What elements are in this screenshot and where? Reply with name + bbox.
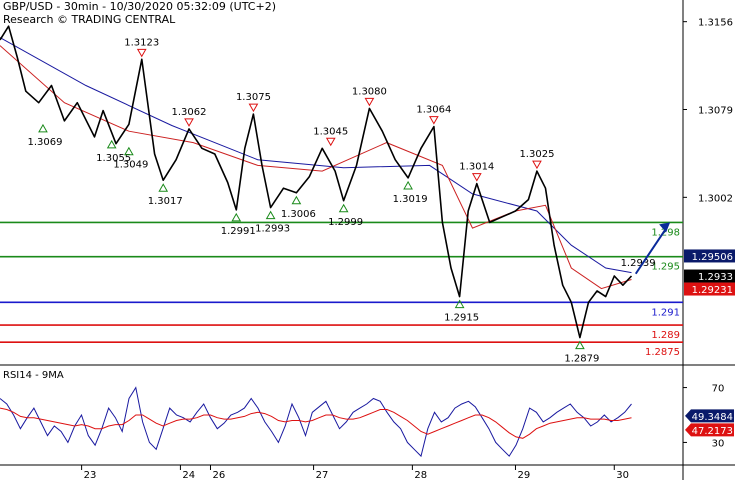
swing-low-label-18: 1.2879 (564, 354, 599, 365)
projection-arrow-head (659, 222, 671, 233)
swing-high-marker-4 (428, 116, 439, 125)
swing-low-label-8: 1.3069 (27, 137, 62, 148)
price-tag-label-0: 1.29506 (692, 252, 733, 263)
price-tag-label-1: 1.2933 (698, 272, 733, 283)
swing-high-marker-1 (248, 103, 259, 113)
swing-low-marker-9 (106, 139, 117, 149)
level-label-2: 1.291 (651, 307, 680, 318)
swing-high-label-6: 1.3014 (459, 162, 494, 173)
level-label-3: 1.289 (651, 330, 680, 341)
swing-high-label-0: 1.3123 (124, 37, 159, 48)
swing-low-label-10: 1.3049 (113, 160, 148, 171)
price-tag-box-1 (684, 269, 735, 283)
rsi-line (0, 386, 632, 458)
swing-high-marker-0 (136, 48, 147, 58)
swing-low-label-16: 1.3019 (393, 194, 428, 205)
swing-low-marker-16 (403, 180, 413, 190)
price-tag-box-2 (684, 282, 735, 296)
chart-credit: Research © TRADING CENTRAL (3, 13, 176, 26)
swing-low-marker-11 (158, 183, 169, 192)
swing-high-label-3: 1.3080 (352, 86, 387, 97)
time-tick-label-6: 30 (616, 470, 629, 480)
time-tick-label-3: 27 (316, 470, 329, 480)
swing-high-label-4: 1.3064 (416, 105, 451, 116)
moving-average-1 (0, 45, 632, 290)
level-label-4: 1.2875 (645, 347, 680, 358)
rsi-value-label: 49.3484 (692, 412, 733, 423)
swing-high-marker-7 (532, 160, 542, 170)
swing-high-marker-3 (364, 97, 375, 107)
swing-high-marker-5 (325, 137, 336, 147)
projection-arrow-line (634, 227, 667, 275)
swing-high-label-7: 1.3025 (519, 149, 554, 160)
swing-low-label-11: 1.3017 (148, 196, 183, 207)
swing-low-marker-13 (265, 210, 276, 220)
level-label-0: 1.298 (651, 227, 680, 238)
time-tick-label-2: 26 (212, 470, 225, 480)
swing-low-marker-10 (124, 146, 134, 156)
price-tick-label-2: 1.3002 (698, 193, 733, 204)
time-tick-label-0: 23 (84, 470, 97, 480)
swing-low-label-9: 1.3055 (96, 153, 131, 164)
swing-high-label-5: 1.3045 (313, 126, 348, 137)
chart-title: GBP/USD - 30min - 10/30/2020 05:32:09 (U… (3, 0, 276, 13)
level-label-1: 1.295 (651, 262, 680, 273)
swing-low-marker-18 (575, 340, 585, 350)
time-tick-label-5: 29 (517, 470, 530, 480)
rsi-label: RSI14 - 9MA (3, 370, 64, 381)
price-tag-label-2: 1.29231 (692, 285, 733, 296)
price-series-line (0, 25, 633, 339)
price-tick-label-0: 1.3156 (698, 18, 733, 29)
swing-high-marker-6 (471, 173, 482, 182)
swing-low-marker-8 (38, 123, 48, 133)
swing-high-marker-2 (184, 118, 194, 127)
rsi-ma-value-tag (685, 423, 734, 437)
time-tick-label-4: 28 (414, 470, 427, 480)
swing-low-marker-14 (291, 195, 302, 205)
rsi-tick-label-0: 70 (712, 384, 725, 395)
rsi-value-tag (685, 409, 734, 423)
price-tag-box-0 (684, 249, 735, 263)
moving-average-0 (0, 37, 632, 274)
swing-low-label-14: 1.3006 (281, 209, 316, 220)
swing-low-marker-17 (454, 299, 465, 309)
swing-high-label-2: 1.3062 (172, 107, 207, 118)
rsi-tick-label-1: 30 (712, 438, 725, 449)
swing-low-label-15: 1.2999 (328, 217, 363, 228)
swing-high-label-1: 1.3075 (236, 92, 271, 103)
price-tick-label-1: 1.3079 (698, 106, 733, 117)
rsi-ma-value-label: 47.2173 (692, 426, 733, 437)
note-label-19: 1.2939 (621, 258, 656, 269)
time-tick-label-1: 24 (182, 470, 195, 480)
swing-low-label-17: 1.2915 (444, 313, 479, 324)
rsi-ma-line (0, 407, 632, 439)
swing-low-marker-15 (338, 203, 349, 213)
swing-low-marker-12 (231, 212, 242, 222)
swing-low-label-13: 1.2993 (255, 224, 290, 235)
swing-low-label-12: 1.2991 (221, 226, 256, 237)
